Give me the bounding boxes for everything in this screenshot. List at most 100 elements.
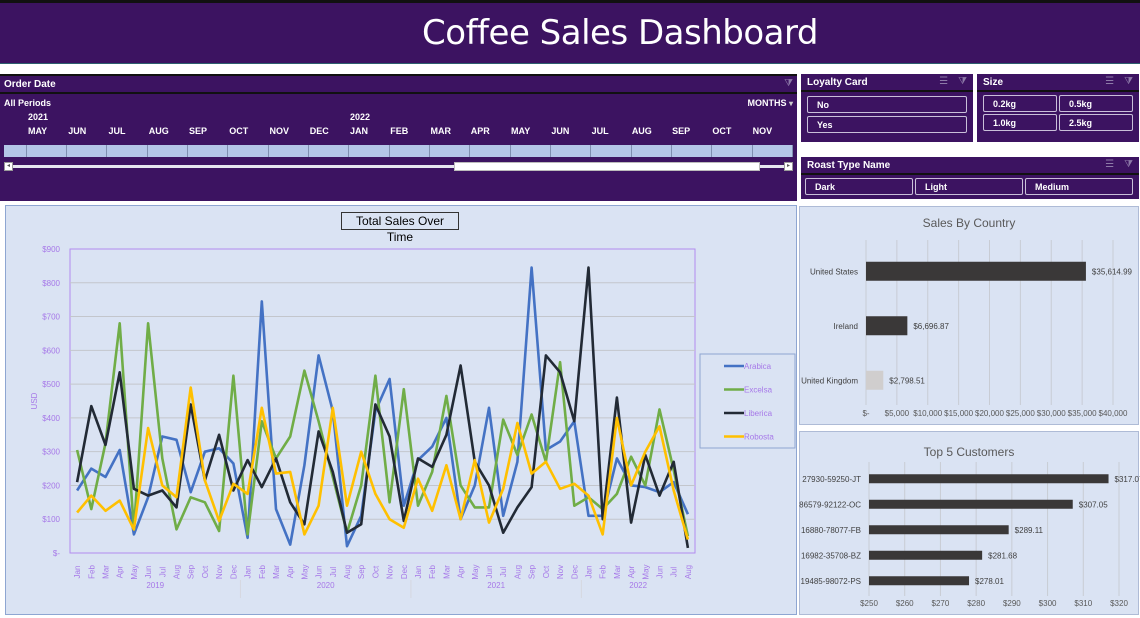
y-tick-label: $800 (42, 279, 60, 288)
country-chart-title: Sales By Country (922, 216, 1016, 230)
x-tick-label: May (641, 564, 650, 579)
x-tick-label: Jan (584, 566, 593, 579)
x-tick-label: $25,000 (1006, 409, 1035, 418)
clear-filter-icon[interactable]: ⧩ (1124, 76, 1133, 87)
x-tick-label: $20,000 (975, 409, 1004, 418)
x-tick-label: Oct (542, 565, 551, 578)
timeline-period-cell[interactable] (672, 145, 713, 157)
x-tick-label: May (471, 564, 480, 579)
x-tick-label: Feb (258, 565, 267, 579)
multi-select-icon[interactable]: ☰ (1105, 159, 1115, 170)
timeline-month-label[interactable]: OCT (712, 126, 732, 136)
timeline-period-cell[interactable] (430, 145, 471, 157)
timeline-period-cell[interactable] (349, 145, 390, 157)
timeline-period-cell[interactable] (269, 145, 309, 157)
x-tick-label: Aug (513, 565, 522, 579)
timeline-period-cell[interactable] (27, 145, 67, 157)
timeline-period-cell[interactable] (511, 145, 551, 157)
x-tick-label: Apr (627, 565, 636, 578)
timeline-month-label[interactable]: JUL (108, 126, 126, 136)
x-tick-label: Jul (158, 567, 167, 577)
timeline-month-label[interactable]: MAY (28, 126, 48, 136)
roast-option-light[interactable]: Light (915, 178, 1023, 195)
y-axis-label: USD (30, 392, 39, 409)
timeline-month-label[interactable]: SEP (189, 126, 208, 136)
chart-legend (699, 353, 796, 449)
timeline-period-cell[interactable] (753, 145, 793, 157)
y-tick-label: $500 (42, 380, 60, 389)
timeline-period-bar[interactable] (4, 145, 793, 157)
y-tick-label: $600 (42, 346, 60, 355)
x-tick-label: $- (862, 409, 869, 418)
timeline-level-dropdown[interactable]: MONTHS ▾ (747, 98, 793, 110)
legend-label: Robosta (744, 433, 774, 442)
scroll-thumb[interactable] (454, 162, 760, 171)
roast-option-medium[interactable]: Medium (1025, 178, 1133, 195)
timeline-period-cell[interactable] (188, 145, 229, 157)
legend-label: Liberica (744, 409, 773, 418)
x-tick-label: Jun (144, 566, 153, 579)
size-option-1-0kg[interactable]: 1.0kg (983, 114, 1057, 131)
bar (866, 316, 908, 336)
timeline-scrollbar[interactable]: ◂ ▸ (4, 162, 793, 171)
timeline-period-label: All Periods (4, 98, 52, 108)
timeline-month-label[interactable]: SEP (672, 126, 691, 136)
timeline-month-label[interactable]: FEB (390, 126, 409, 136)
loyalty-option-yes[interactable]: Yes (807, 116, 967, 133)
timeline-period-cell[interactable] (591, 145, 632, 157)
size-slicer-title: Size (983, 76, 1004, 88)
timeline-month-label[interactable]: AUG (631, 126, 652, 136)
multi-select-icon[interactable]: ☰ (939, 76, 949, 87)
timeline-period-cell[interactable] (390, 145, 430, 157)
timeline-period-cell[interactable] (551, 145, 592, 157)
size-option-0-2kg[interactable]: 0.2kg (983, 95, 1057, 112)
timeline-period-cell[interactable] (148, 145, 188, 157)
timeline-period-cell[interactable] (67, 145, 108, 157)
x-tick-label: $15,000 (944, 409, 973, 418)
timeline-month-label[interactable]: APR (470, 126, 490, 136)
y-tick-label: $300 (42, 448, 60, 457)
timeline-period-cell[interactable] (712, 145, 753, 157)
clear-filter-icon[interactable]: ⧩ (784, 78, 793, 89)
x-tick-label: Apr (116, 565, 125, 578)
x-tick-label: May (300, 564, 309, 579)
timeline-month-label[interactable]: NOV (752, 126, 773, 136)
size-option-0-5kg[interactable]: 0.5kg (1059, 95, 1133, 112)
timeline-month-label[interactable]: NOV (269, 126, 290, 136)
timeline-level: MONTHS (747, 98, 787, 108)
timeline-month-label[interactable]: MAR (430, 126, 452, 136)
page-title: Coffee Sales Dashboard (422, 13, 818, 53)
bar (869, 550, 983, 560)
timeline-period-cell[interactable] (107, 145, 148, 157)
timeline-month-label[interactable]: JUN (68, 126, 87, 136)
clear-filter-icon[interactable]: ⧩ (1124, 159, 1133, 170)
timeline-month-label[interactable]: MAY (511, 126, 531, 136)
scroll-left-arrow-icon[interactable]: ◂ (4, 162, 13, 171)
timeline-period-cell[interactable] (470, 145, 511, 157)
x-tick-label: $280 (967, 599, 985, 608)
loyalty-option-no[interactable]: No (807, 96, 967, 113)
multi-select-icon[interactable]: ☰ (1105, 76, 1115, 87)
x-tick-label: $320 (1110, 599, 1128, 608)
timeline-period-cell[interactable] (228, 145, 269, 157)
clear-filter-icon[interactable]: ⧩ (958, 76, 967, 87)
loyalty-slicer-title: Loyalty Card (807, 76, 868, 88)
timeline-period-cell[interactable] (4, 145, 27, 157)
bar (869, 576, 970, 586)
order-date-timeline[interactable]: Order Date ⧩ All Periods MONTHS ▾ 2021 20… (0, 74, 797, 201)
scroll-right-arrow-icon[interactable]: ▸ (784, 162, 793, 171)
timeline-month-label[interactable]: JAN (350, 126, 369, 136)
timeline-period-cell[interactable] (632, 145, 672, 157)
timeline-period-cell[interactable] (309, 145, 350, 157)
x-tick-label: Jun (655, 566, 664, 579)
timeline-month-label[interactable]: DEC (309, 126, 329, 136)
timeline-month-label[interactable]: OCT (229, 126, 249, 136)
timeline-month-label[interactable]: AUG (148, 126, 169, 136)
timeline-month-label[interactable]: JUN (551, 126, 570, 136)
timeline-month-label[interactable]: JUL (591, 126, 609, 136)
title-bar: Coffee Sales Dashboard (0, 0, 1140, 64)
roast-option-dark[interactable]: Dark (805, 178, 913, 195)
size-option-2-5kg[interactable]: 2.5kg (1059, 114, 1133, 131)
